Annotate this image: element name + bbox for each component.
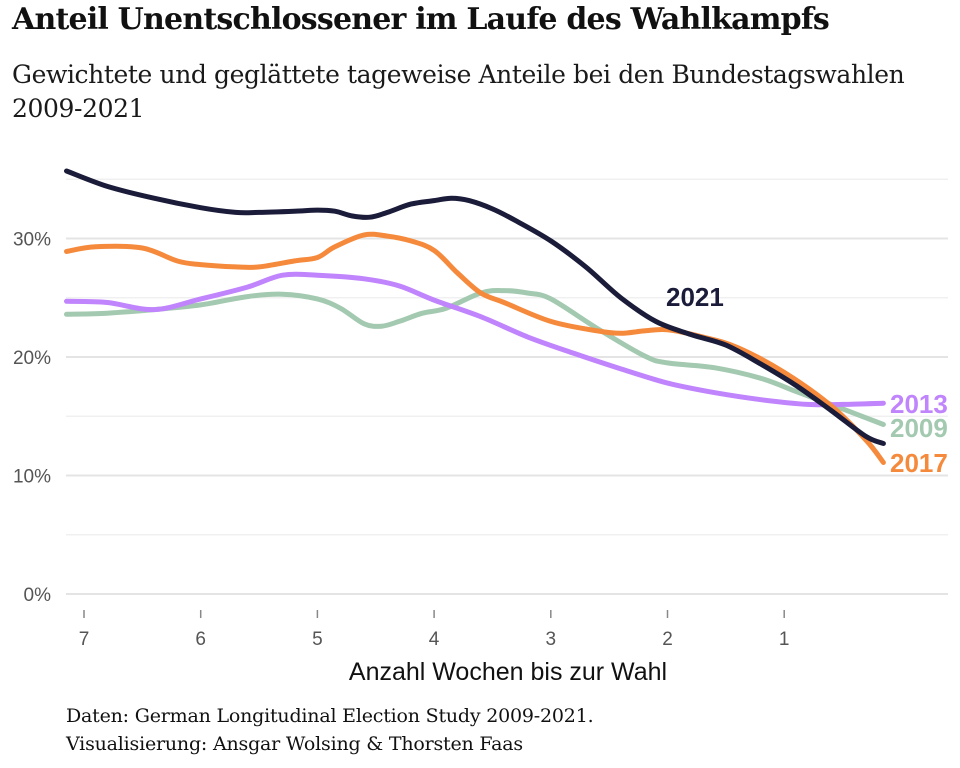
caption: Daten: German Longitudinal Election Stud… (66, 702, 594, 758)
y-tick-label: 30% (13, 230, 51, 251)
chart-subtitle: Gewichtete und geglättete tageweise Ante… (12, 60, 905, 123)
y-tick-label: 0% (24, 585, 52, 606)
series-layer (64, 168, 886, 465)
caption-source: Daten: German Longitudinal Election Stud… (66, 705, 594, 727)
series-label-2021: 2021 (666, 282, 724, 312)
series-line-2021 (64, 168, 886, 446)
y-tick-label: 10% (13, 467, 51, 488)
x-tick-label: 7 (79, 629, 90, 650)
x-tick-label: 5 (312, 629, 323, 650)
x-axis-title: Anzahl Wochen bis zur Wahl (349, 658, 667, 686)
x-tick-label: 4 (429, 629, 440, 650)
chart-title: Anteil Unentschlossener im Laufe des Wah… (12, 2, 830, 37)
x-tick-label: 1 (779, 629, 790, 650)
series-label-2017: 2017 (890, 448, 948, 478)
x-tick-label: 2 (662, 629, 673, 650)
caption-credits: Visualisierung: Ansgar Wolsing & Thorste… (66, 733, 523, 755)
series-line-2017 (64, 231, 886, 465)
series-line-2009 (64, 288, 886, 427)
x-tick-label: 3 (546, 629, 557, 650)
series-label-2013: 2013 (890, 389, 948, 419)
x-tick-label: 6 (195, 629, 206, 650)
series-label-2009: 2009 (890, 413, 948, 443)
series-line-2013 (64, 271, 886, 408)
y-tick-label: 20% (13, 348, 51, 369)
